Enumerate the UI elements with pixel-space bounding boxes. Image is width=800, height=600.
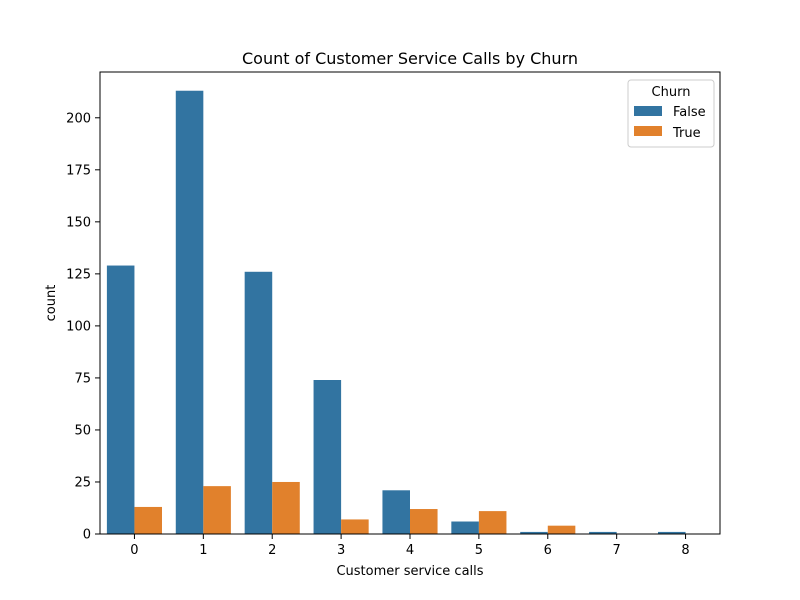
bar-true-5 [478, 511, 507, 534]
legend-title: Churn [652, 85, 691, 100]
bar-true-1 [203, 486, 231, 534]
bar-false-8 [658, 531, 686, 534]
bar-false-4 [382, 490, 410, 534]
x-tick-label: 7 [613, 543, 621, 558]
legend-label-false: False [673, 105, 706, 120]
bar-true-0 [134, 506, 162, 534]
legend-label-true: True [672, 126, 701, 141]
y-tick-label: 175 [66, 163, 91, 178]
y-tick-label: 125 [66, 267, 91, 282]
y-tick-label: 75 [74, 371, 91, 386]
bar-true-4 [410, 509, 438, 534]
bar-false-0 [106, 265, 135, 534]
y-tick-label: 100 [66, 319, 91, 334]
y-tick-label: 150 [66, 215, 91, 230]
chart-title: Count of Customer Service Calls by Churn [242, 49, 578, 68]
x-tick-label: 5 [475, 543, 483, 558]
x-tick-label: 8 [681, 543, 689, 558]
plot-frame [99, 71, 721, 535]
legend: Churn False True [627, 79, 715, 148]
y-tick-label: 200 [66, 111, 91, 126]
x-tick-label: 0 [130, 543, 138, 558]
bar-true-2 [272, 481, 300, 534]
legend-swatch-false [634, 106, 662, 116]
bar-true-6 [547, 525, 576, 534]
y-tick-label: 25 [74, 475, 91, 490]
bar-false-1 [175, 90, 204, 534]
x-axis-label: Customer service calls [336, 564, 483, 579]
x-tick-label: 1 [199, 543, 207, 558]
y-axis: 0 25 50 75 100 125 150 175 200 [66, 111, 100, 543]
y-tick-label: 0 [83, 528, 91, 543]
bar-false-7 [589, 531, 617, 534]
bar-false-3 [313, 380, 342, 534]
bar-false-5 [451, 521, 479, 534]
x-axis: 0 1 2 3 4 5 6 7 8 [130, 534, 690, 558]
bar-true-3 [341, 519, 369, 534]
x-tick-label: 4 [406, 543, 414, 558]
bars-layer [106, 90, 686, 534]
x-tick-label: 3 [337, 543, 345, 558]
y-axis-label: count [44, 285, 59, 322]
legend-swatch-true [634, 126, 662, 136]
bar-false-6 [520, 531, 548, 534]
y-tick-label: 50 [74, 423, 91, 438]
x-tick-label: 2 [268, 543, 276, 558]
x-tick-label: 6 [544, 543, 552, 558]
bar-false-2 [244, 271, 273, 534]
